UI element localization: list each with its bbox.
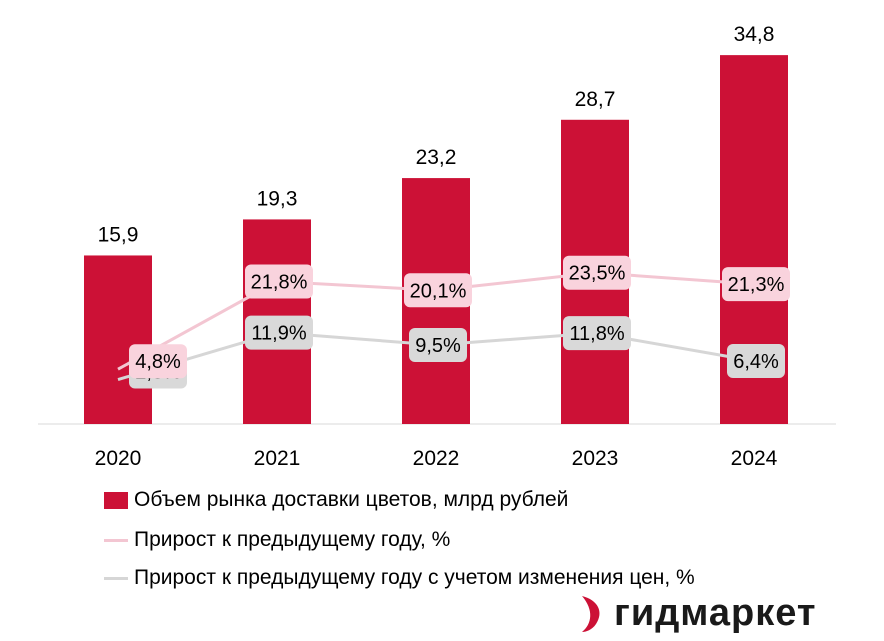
growth-label: 21,3% [728, 274, 785, 296]
real-growth-label-box [563, 316, 631, 351]
x-tick-label: 2020 [95, 447, 142, 470]
bar-value-label: 28,7 [575, 88, 616, 111]
legend-label-real-growth: Прирост к предыдущему году с учетом изме… [134, 566, 695, 589]
bar-value-label: 15,9 [98, 223, 139, 246]
growth-label-box [563, 255, 631, 290]
real-growth-label-box [245, 315, 313, 350]
x-tick-label: 2023 [572, 447, 619, 470]
legend-label-volume: Объем рынка доставки цветов, млрд рублей [134, 488, 569, 511]
bar-2020 [84, 255, 152, 424]
real-growth-label: 11,8% [569, 323, 624, 345]
real-growth-label: 9,5% [415, 335, 461, 357]
growth-label: 23,5% [569, 263, 626, 285]
legend-item-real-growth: Прирост к предыдущему году с учетом изме… [104, 566, 695, 590]
brand-logo: гидмаркет [578, 592, 817, 635]
growth-label-box [722, 267, 790, 302]
real-growth-label-box [409, 327, 467, 362]
bar-value-label: 19,3 [257, 187, 298, 210]
chart-svg: 15,9 2020 19,3 2021 23,2 2022 28,7 2023 34,8 2024… [38, 23, 836, 470]
growth-label: 4,8% [135, 351, 181, 373]
x-tick-label: 2021 [254, 447, 301, 470]
legend-swatch-bar [104, 491, 128, 509]
brand-wordmark: гидмаркет [614, 592, 817, 634]
x-tick-label: 2022 [413, 447, 460, 470]
legend-item-growth: Прирост к предыдущему году, % [104, 528, 450, 552]
real-growth-label: 6,4% [733, 351, 779, 373]
growth-label-box [245, 264, 313, 299]
red-curved-logo-icon [582, 595, 600, 632]
growth-label-box [404, 273, 472, 308]
growth-label-box [129, 344, 187, 379]
growth-label: 20,1% [410, 280, 467, 302]
growth-label: 21,8% [251, 272, 308, 294]
x-tick-label: 2024 [731, 447, 778, 470]
legend-item-volume: Объем рынка доставки цветов, млрд рублей [104, 488, 568, 512]
legend-swatch-real-line [104, 576, 128, 580]
real-growth-label-box [727, 343, 785, 378]
bar-value-label: 34,8 [734, 23, 775, 46]
real-growth-label: 11,9% [251, 323, 306, 345]
bar-value-label: 23,2 [416, 146, 457, 169]
legend-swatch-growth-line [104, 538, 128, 542]
legend-label-growth: Прирост к предыдущему году, % [134, 528, 451, 551]
